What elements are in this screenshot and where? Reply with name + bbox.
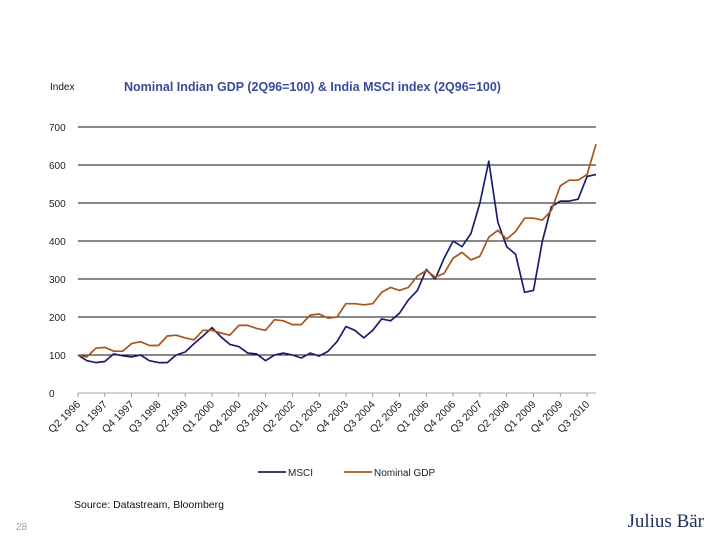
chart-title: Nominal Indian GDP (2Q96=100) & India MS…: [124, 80, 501, 94]
legend-label-msci: MSCI: [288, 468, 313, 479]
y-tick-label: 300: [49, 275, 66, 286]
legend-label-nominal-gdp: Nominal GDP: [374, 468, 435, 479]
y-tick-label: 400: [49, 237, 66, 248]
y-tick-label: 700: [49, 123, 66, 134]
series-line-msci: [77, 160, 597, 364]
y-tick-label: 200: [49, 313, 66, 324]
chart-unit-label: Index: [50, 82, 74, 93]
y-tick-label: 100: [49, 351, 66, 362]
source-note: Source: Datastream, Bloomberg: [74, 499, 224, 511]
page-number: 28: [16, 522, 28, 533]
y-tick-label: 500: [49, 199, 66, 210]
series-line-nominal-gdp: [77, 143, 597, 358]
y-tick-label: 0: [49, 389, 55, 400]
julius-baer-logo: Julius Bär: [627, 511, 704, 532]
y-tick-label: 600: [49, 161, 66, 172]
